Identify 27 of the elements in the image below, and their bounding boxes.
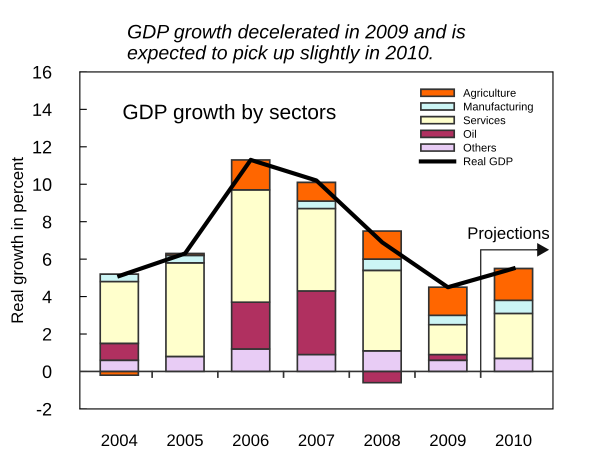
legend-label: Agriculture (463, 88, 516, 100)
x-tick-label: 2005 (167, 434, 203, 446)
x-tick-label: 2009 (430, 434, 466, 446)
y-tick-label: 14 (33, 103, 52, 116)
legend-label: Oil (464, 130, 476, 138)
x-tick-label: 2007 (298, 434, 334, 446)
x-tick-label: 2004 (102, 434, 138, 446)
y-tick-label: 4 (42, 290, 52, 304)
legend-label: Others (464, 143, 496, 152)
y-tick-label: 12 (33, 140, 52, 154)
x-tick-label: 2006 (233, 434, 269, 446)
y-tick-label: 0 (42, 365, 52, 378)
y-tick-label: 16 (33, 66, 52, 79)
legend-label: Services (464, 116, 506, 124)
y-tick-label: 2 (42, 328, 52, 341)
x-tick-label: 2008 (364, 434, 400, 446)
legend-label: Manufacturing (464, 102, 533, 113)
text: GDP growth by sectors (123, 104, 336, 124)
y-tick-label: -2 (36, 402, 52, 416)
y-axis-title: Real growth in percent (10, 157, 26, 322)
y-tick-label: 8 (42, 216, 52, 228)
annotation: Projections (468, 226, 550, 242)
x-tick-label: 2010 (496, 434, 532, 446)
y-tick-label: 10 (33, 178, 52, 191)
legend-label: Real GDP (464, 157, 513, 166)
y-tick-label: 6 (42, 253, 52, 266)
chart-title: GDP growth decelerated in 2009 and is expected to pick up slightly in 2010. (128, 24, 466, 64)
